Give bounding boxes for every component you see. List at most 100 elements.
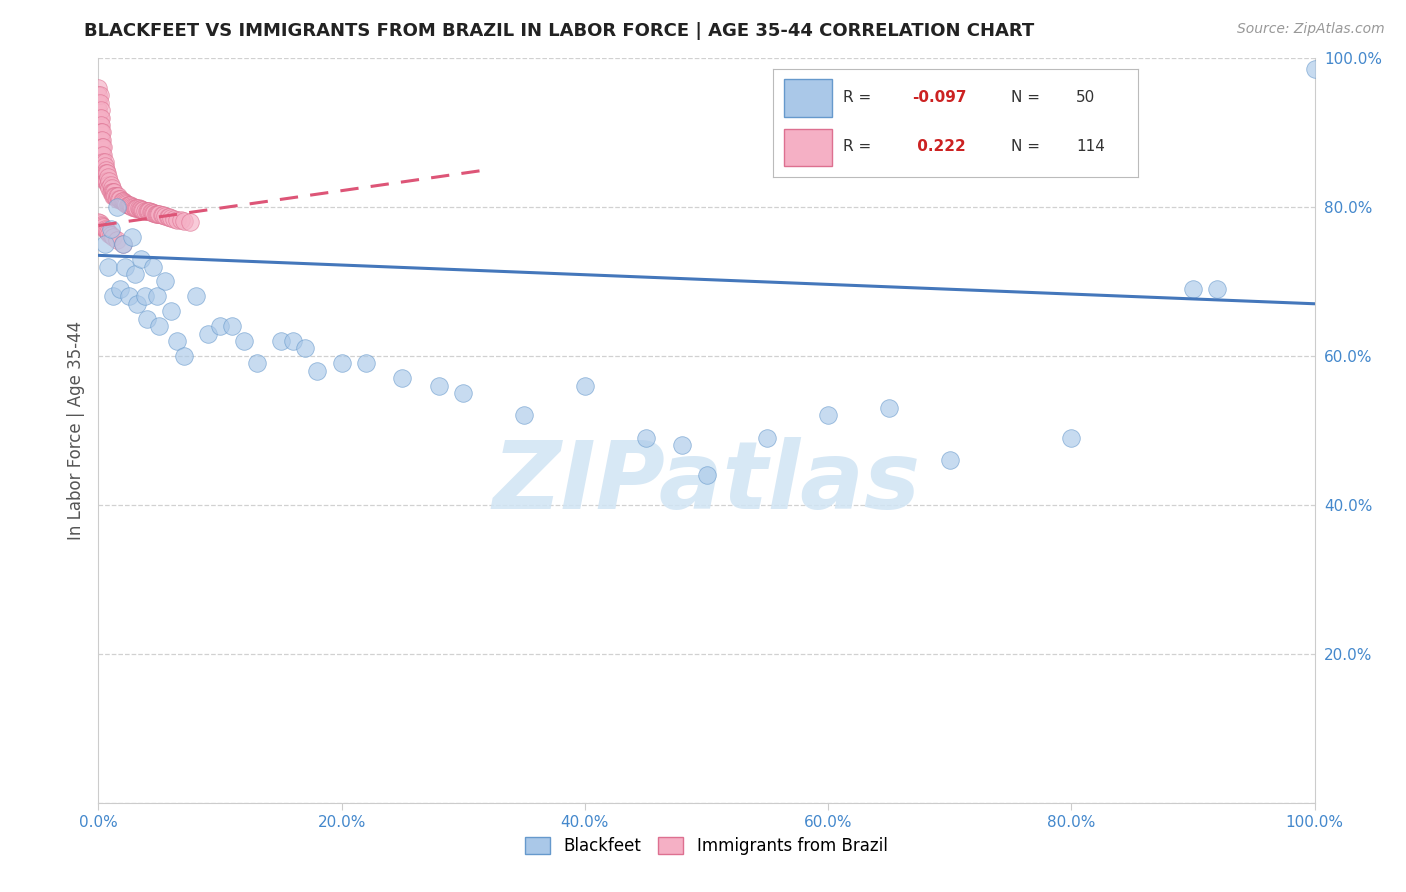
Point (124, 201, 146, 215)
Point (90, 155, 112, 169)
Point (91, 125, 114, 139)
Point (132, 202, 155, 217)
Point (87, 103, 110, 117)
Point (91, 148, 114, 162)
Point (105, 200, 128, 214)
Point (110, 194, 132, 208)
Point (105, 188, 128, 202)
Point (90, 218, 112, 232)
Point (121, 200, 143, 214)
Point (103, 185, 125, 199)
Point (96, 166, 118, 180)
Point (160, 211, 183, 226)
Point (118, 289, 141, 303)
Point (105, 234, 128, 248)
Point (100, 228, 122, 243)
Point (136, 203, 159, 218)
Point (671, 438, 693, 452)
Point (139, 205, 162, 219)
Point (817, 409, 839, 423)
Point (939, 453, 962, 467)
Point (98, 227, 121, 241)
Point (270, 334, 292, 348)
Point (696, 468, 718, 483)
Point (148, 319, 170, 334)
Point (136, 204, 159, 219)
Point (110, 193, 132, 207)
Point (163, 211, 186, 226)
Point (127, 202, 149, 216)
Legend: Blackfeet, Immigrants from Brazil: Blackfeet, Immigrants from Brazil (519, 830, 894, 862)
Point (307, 364, 329, 378)
Point (115, 197, 138, 211)
Point (233, 334, 256, 348)
Point (93, 155, 115, 169)
Point (105, 193, 128, 207)
Point (107, 188, 129, 202)
Point (101, 185, 124, 199)
Point (97, 178, 120, 192)
Point (155, 209, 177, 223)
Point (245, 356, 267, 370)
Point (142, 206, 165, 220)
Point (1060, 431, 1083, 445)
Point (634, 431, 657, 445)
Point (90, 133, 112, 147)
Point (89, 88, 111, 103)
Point (87, 88, 110, 103)
Point (101, 289, 124, 303)
Point (125, 201, 148, 215)
Text: ZIPatlas: ZIPatlas (492, 436, 921, 529)
Point (179, 215, 201, 229)
Point (574, 378, 596, 392)
Point (173, 214, 195, 228)
Point (100, 185, 122, 199)
Point (91, 133, 114, 147)
Point (108, 193, 131, 207)
Point (221, 319, 243, 334)
Point (157, 211, 180, 225)
Text: Source: ZipAtlas.com: Source: ZipAtlas.com (1237, 22, 1385, 37)
Point (94, 174, 117, 188)
Point (90, 103, 112, 117)
Point (91, 220, 114, 235)
Point (101, 185, 124, 199)
Point (97, 170, 120, 185)
Point (160, 304, 183, 318)
Point (89, 148, 111, 162)
Point (209, 319, 232, 334)
Point (453, 386, 475, 401)
Point (87, 80, 110, 95)
Point (91, 140, 114, 154)
Point (97, 225, 120, 239)
Point (141, 205, 163, 219)
Point (91, 170, 114, 185)
Point (91, 148, 114, 162)
Point (89, 216, 111, 230)
Point (127, 297, 149, 311)
Point (103, 188, 125, 202)
Point (170, 213, 193, 227)
Point (146, 207, 169, 221)
Point (89, 95, 111, 110)
Point (96, 174, 118, 188)
Point (118, 197, 141, 211)
Point (146, 289, 169, 303)
Point (129, 202, 152, 217)
Point (87, 95, 110, 110)
Point (90, 111, 112, 125)
Point (173, 349, 195, 363)
Point (128, 202, 150, 217)
Point (111, 194, 134, 208)
Point (90, 125, 112, 139)
Point (124, 267, 146, 281)
Point (89, 125, 111, 139)
Point (117, 197, 139, 211)
Point (122, 200, 145, 214)
Point (281, 334, 304, 348)
Point (155, 274, 177, 288)
Point (156, 210, 179, 224)
Point (91, 140, 114, 154)
Point (91, 219, 114, 234)
Point (114, 260, 136, 274)
